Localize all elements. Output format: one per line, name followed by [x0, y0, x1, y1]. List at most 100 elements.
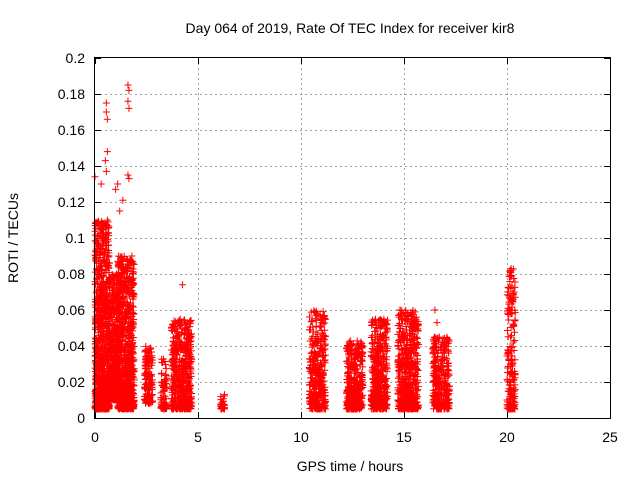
data-point [148, 359, 156, 367]
data-point [120, 405, 128, 413]
data-point [168, 384, 176, 392]
data-point [108, 361, 116, 369]
data-point [186, 352, 194, 360]
data-point [108, 390, 116, 398]
data-point [120, 315, 128, 323]
data-point [128, 341, 136, 349]
data-point [162, 380, 170, 388]
data-point [115, 316, 123, 324]
data-point [161, 401, 169, 409]
data-point [308, 317, 316, 325]
data-point [159, 383, 167, 391]
data-point [120, 293, 128, 301]
data-point [105, 402, 113, 410]
data-point [171, 378, 179, 386]
data-point [123, 353, 131, 361]
data-point [103, 235, 111, 243]
data-point [114, 309, 122, 317]
data-point [97, 248, 105, 256]
data-point [97, 326, 105, 334]
data-point [108, 379, 116, 387]
data-point [159, 355, 167, 363]
data-point [129, 260, 137, 268]
data-point [97, 281, 105, 289]
data-point [128, 333, 136, 341]
data-point [97, 321, 105, 329]
data-point [91, 219, 99, 227]
data-point [96, 310, 104, 318]
y-tick-label: 0.04 [58, 338, 85, 354]
data-point [115, 331, 123, 339]
data-point [168, 401, 176, 409]
data-point [128, 252, 136, 260]
data-point [174, 400, 182, 408]
data-point [129, 347, 137, 355]
data-point [94, 359, 102, 367]
data-point [142, 347, 150, 355]
data-point [169, 341, 177, 349]
data-point [98, 235, 106, 243]
data-point [119, 363, 127, 371]
data-points [91, 81, 519, 413]
y-tick-label: 0.2 [66, 50, 86, 66]
data-point [99, 385, 107, 393]
data-point [317, 326, 325, 334]
data-point [306, 313, 314, 321]
data-point [148, 352, 156, 360]
data-point [125, 310, 133, 318]
data-point [124, 283, 132, 291]
data-point [172, 332, 180, 340]
data-point [187, 316, 195, 324]
data-point [108, 314, 116, 322]
data-point [180, 397, 188, 405]
data-point [124, 267, 132, 275]
data-point [111, 363, 119, 371]
data-point [121, 298, 129, 306]
data-point [147, 378, 155, 386]
y-tick-label: 0.14 [58, 158, 85, 174]
data-point [118, 273, 126, 281]
data-point [169, 391, 177, 399]
data-point [187, 343, 195, 351]
data-point [118, 355, 126, 363]
data-point [96, 274, 104, 282]
data-point [123, 274, 131, 282]
data-point [145, 345, 153, 353]
x-tick-label: 20 [499, 429, 515, 445]
y-tick-label: 0.02 [58, 374, 85, 390]
data-point [169, 348, 177, 356]
data-point [129, 365, 137, 373]
data-point [130, 401, 138, 409]
data-point [92, 324, 100, 332]
data-point [129, 274, 137, 282]
data-point [188, 355, 196, 363]
data-point [141, 348, 149, 356]
data-point [122, 313, 130, 321]
data-point [117, 283, 125, 291]
x-tick-label: 25 [602, 429, 618, 445]
data-point [120, 323, 128, 331]
data-point [119, 292, 127, 300]
data-point [119, 301, 127, 309]
data-point [316, 323, 324, 331]
data-point [185, 379, 193, 387]
data-point [124, 342, 132, 350]
data-point [103, 322, 111, 330]
data-point [177, 386, 185, 394]
data-point [176, 405, 184, 413]
data-point [95, 371, 103, 379]
data-point [114, 342, 122, 350]
x-tick-label: 15 [396, 429, 412, 445]
data-point [116, 357, 124, 365]
data-point [145, 399, 153, 407]
data-point [180, 373, 188, 381]
data-point [217, 402, 225, 410]
data-point [106, 367, 114, 375]
data-point [157, 403, 165, 411]
data-point [95, 258, 103, 266]
data-point [173, 328, 181, 336]
data-point [119, 269, 126, 277]
data-point [92, 295, 100, 303]
data-point [130, 291, 138, 299]
